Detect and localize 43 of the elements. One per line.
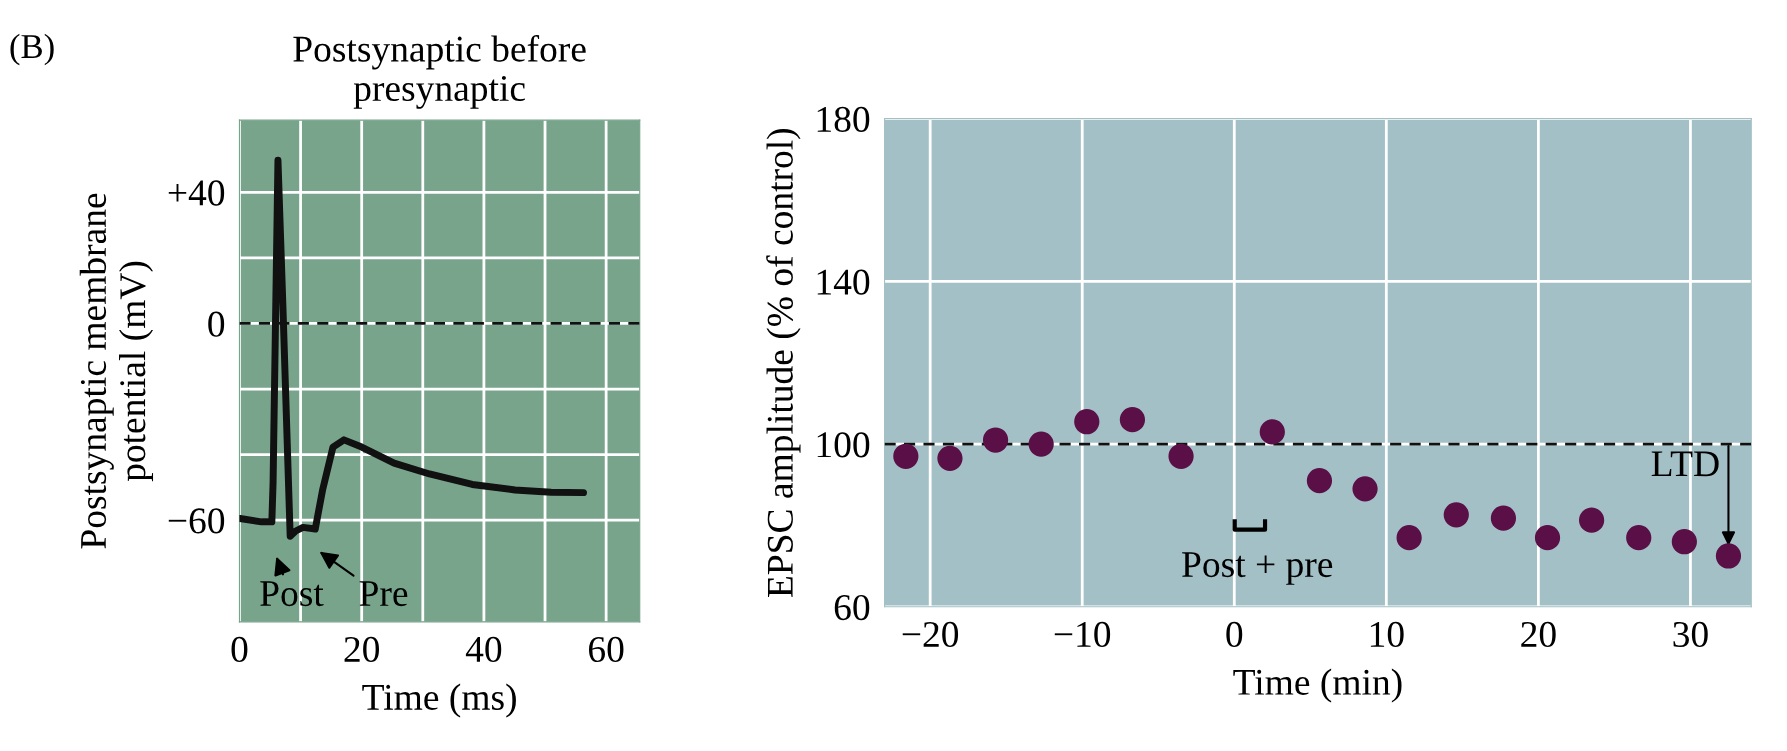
point (1396, 525, 1422, 551)
x-tick-label: 60 (589, 636, 624, 663)
x-tick-label: 20 (344, 636, 379, 663)
point (1579, 507, 1605, 533)
y-axis-title: Postsynaptic membrane potential (mV) (79, 193, 154, 549)
y-tick-label: 60 (834, 594, 870, 621)
point (1534, 525, 1561, 551)
y-tick-label: 100 (817, 432, 870, 458)
y-tick-label: 180 (817, 106, 870, 133)
point (1626, 525, 1652, 551)
point (1671, 529, 1697, 555)
point (1352, 476, 1378, 502)
x-tick-label: −20 (902, 621, 959, 648)
point (982, 427, 1009, 453)
x-tick-label: −10 (1054, 621, 1111, 648)
point (1259, 419, 1285, 445)
x-tick-label: 40 (465, 636, 502, 663)
y-tick-label: 140 (817, 269, 870, 295)
chart-title: Postsynaptic before presynaptic (293, 35, 586, 109)
point (1028, 431, 1054, 457)
annotation: LTD (1651, 451, 1719, 477)
y-tick-label: −60 (168, 508, 225, 534)
x-tick-label: 0 (231, 636, 248, 663)
point (1715, 543, 1742, 569)
x-tick-label: 20 (1521, 621, 1556, 648)
y-axis-title: EPSC amplitude (% of control) (766, 128, 801, 598)
point (937, 445, 963, 471)
x-tick-label: 30 (1673, 621, 1708, 648)
point (893, 443, 919, 469)
x-tick-label: 0 (1226, 621, 1243, 648)
point (1168, 443, 1194, 469)
x-tick-label: 10 (1370, 621, 1404, 648)
annotation: Post + pre (1182, 552, 1333, 585)
y-tick-label: 0 (208, 311, 225, 337)
point (1119, 407, 1146, 433)
point (1074, 409, 1100, 435)
point (1490, 505, 1517, 531)
x-axis-title: Time (min) (1233, 668, 1402, 703)
text: (B) (10, 33, 54, 66)
y-tick-label: +40 (168, 180, 225, 206)
point (1443, 502, 1469, 528)
point (1306, 468, 1333, 494)
x-axis-title: Time (ms) (362, 683, 516, 718)
